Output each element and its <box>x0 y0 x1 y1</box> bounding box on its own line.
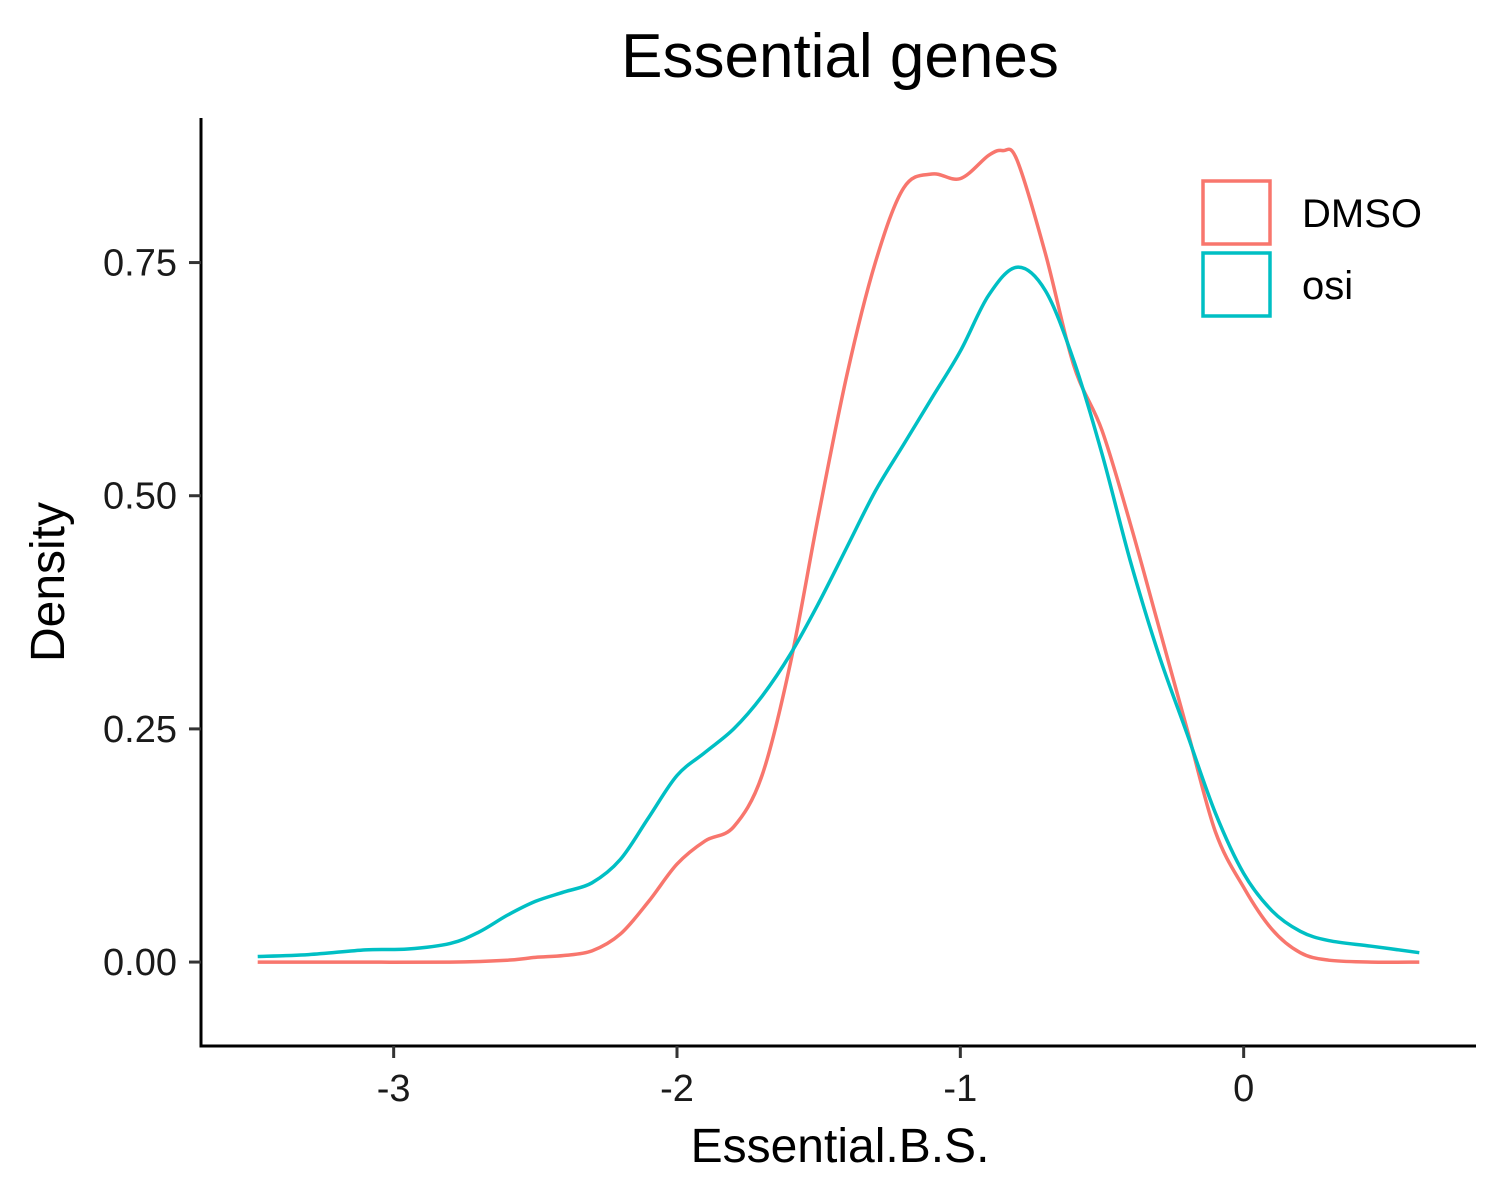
density-line-dmso <box>257 147 1420 964</box>
y-axis-title: Density <box>22 502 75 662</box>
axis-ticks: -3 -2 -1 0 0.00 0.25 0.50 0.75 <box>103 243 1254 1110</box>
x-tick-label: -1 <box>943 1068 977 1110</box>
y-tick-label: 0.00 <box>103 942 177 984</box>
legend-label-dmso: DMSO <box>1302 192 1422 236</box>
x-axis-title: Essential.B.S. <box>691 1120 990 1173</box>
chart-title: Essential genes <box>621 22 1059 91</box>
legend-key-osi <box>1201 251 1272 318</box>
plot-area <box>257 147 1420 964</box>
x-tick-label: 0 <box>1233 1068 1254 1110</box>
legend-label-osi: osi <box>1302 264 1353 308</box>
y-tick-label: 0.75 <box>103 243 177 285</box>
density-line-osi <box>257 265 1420 959</box>
legend: DMSO osi <box>1201 179 1422 318</box>
legend-key-dmso <box>1201 179 1272 246</box>
x-tick-label: -2 <box>660 1068 694 1110</box>
y-tick-label: 0.50 <box>103 476 177 518</box>
y-tick-label: 0.25 <box>103 709 177 751</box>
x-tick-label: -3 <box>377 1068 411 1110</box>
